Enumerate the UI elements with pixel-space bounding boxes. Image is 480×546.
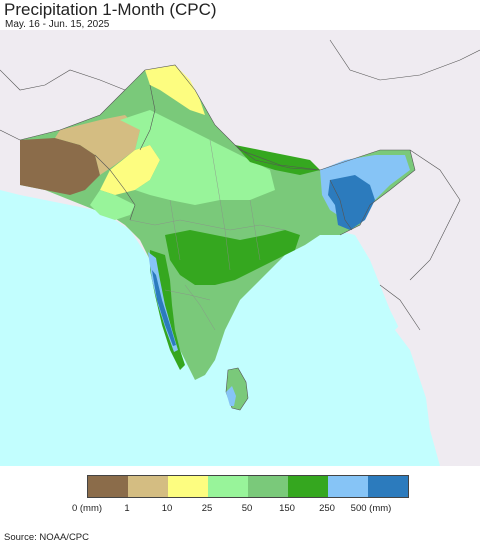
dark-blue-zone-coast [152, 270, 176, 346]
legend-swatch-2 [168, 476, 208, 497]
legend-swatch-7 [368, 476, 408, 497]
source-credit: Source: NOAA/CPC [4, 532, 89, 543]
dry-zone-west [20, 138, 100, 195]
legend-tick-2: 10 [161, 503, 173, 514]
light-green-zone [120, 110, 275, 205]
sri-lanka-wet-zone [226, 386, 236, 406]
yellow-zone-north [145, 65, 205, 115]
legend-tick-1: 1 [124, 503, 130, 514]
yellow-zone-central [100, 145, 160, 195]
legend: 0 (mm) 1 10 25 50 150 250 500 (mm) [0, 470, 480, 520]
legend-tick-7: 500 (mm) [350, 503, 392, 514]
legend-swatch-0 [88, 476, 128, 497]
country-borders [0, 39, 480, 331]
legend-swatch-1 [128, 476, 168, 497]
legend-tick-3: 25 [201, 503, 213, 514]
legend-swatch-5 [288, 476, 328, 497]
light-green-zone-west [90, 190, 135, 220]
page-title: Precipitation 1-Month (CPC) [4, 0, 217, 19]
legend-tick-0: 0 (mm) [71, 503, 103, 514]
date-range: May. 16 - Jun. 15, 2025 [5, 19, 110, 30]
state-borders [129, 139, 286, 331]
legend-tick-6: 250 [319, 503, 335, 514]
dark-green-zone-central [165, 230, 300, 285]
legend-swatch-6 [328, 476, 368, 497]
dark-blue-zone-bangladesh [328, 175, 375, 230]
southeast-asia-land [395, 300, 480, 466]
legend-tick-4: 50 [241, 503, 253, 514]
tan-zone [55, 115, 140, 175]
precipitation-map [0, 30, 480, 466]
legend-swatch-4 [248, 476, 288, 497]
legend-tick-5: 150 [279, 503, 295, 514]
legend-swatches [87, 475, 409, 498]
legend-swatch-3 [208, 476, 248, 497]
